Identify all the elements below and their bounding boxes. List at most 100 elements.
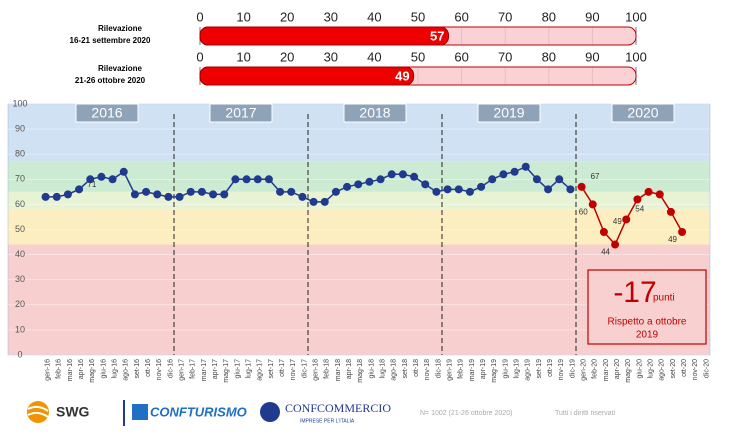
x-tick-label: apr-16 <box>78 359 85 379</box>
gauge-title: Rilevazione <box>98 64 143 73</box>
gauge-fill <box>199 26 450 46</box>
year-label: 2018 <box>359 105 390 121</box>
confcommercio: CONFCOMMERCIO <box>285 401 391 415</box>
point <box>611 240 620 249</box>
gauge-fill <box>199 66 415 86</box>
x-tick-label: ago-17 <box>257 359 264 381</box>
point <box>655 190 664 199</box>
gauge-title: Rilevazione <box>98 24 143 33</box>
point <box>577 182 586 191</box>
data-label: 67 <box>591 172 600 181</box>
x-tick-label: giu-20 <box>636 359 643 379</box>
point <box>465 187 474 196</box>
point <box>555 175 564 184</box>
swg-logo-stripes <box>27 405 49 418</box>
point <box>454 185 463 194</box>
gauge-tick-label: 0 <box>196 49 203 64</box>
x-tick-label: mag-16 <box>89 359 96 383</box>
x-tick-label: lug-18 <box>379 359 386 379</box>
point <box>421 180 430 189</box>
point <box>443 185 452 194</box>
annotation-line1: Rispetto a ottobre <box>608 317 687 328</box>
gauge-tick-label: 80 <box>542 9 556 24</box>
annotation-unit: punti <box>653 293 675 304</box>
x-tick-label: gen-20 <box>580 359 587 381</box>
year-label: 2016 <box>91 105 122 121</box>
gauge-tick-label: 40 <box>367 49 381 64</box>
x-tick-label: dic-19 <box>569 359 576 378</box>
gauge-tick-label: 70 <box>498 9 512 24</box>
confcommercio-logo <box>260 402 280 422</box>
gauge-tick-label: 20 <box>280 9 294 24</box>
point <box>354 180 363 189</box>
x-tick-label: apr-20 <box>614 359 621 379</box>
x-tick-label: feb-16 <box>56 359 63 379</box>
x-tick-label: apr-17 <box>212 359 219 379</box>
point <box>387 170 396 179</box>
y-tick-label: 40 <box>15 249 25 259</box>
x-tick-label: giu-17 <box>234 359 241 379</box>
year-label: 2017 <box>225 105 256 121</box>
point <box>320 197 329 206</box>
point <box>287 187 296 196</box>
x-tick-label: ott-19 <box>547 359 554 377</box>
point <box>343 182 352 191</box>
point <box>622 215 631 224</box>
point <box>220 190 229 199</box>
x-tick-label: ago-19 <box>525 359 532 381</box>
gauge-tick-label: 10 <box>236 9 250 24</box>
footer: SWG CONFTURISMO CONFCOMMERCIO IMPRESE PE… <box>27 400 615 426</box>
x-tick-label: lug-16 <box>111 359 118 379</box>
gauge-tick-label: 30 <box>324 49 338 64</box>
x-tick-label: mar-20 <box>603 359 610 381</box>
gauge-tick-label: 70 <box>498 49 512 64</box>
data-label: 71 <box>87 180 96 189</box>
year-box <box>611 103 675 123</box>
point <box>175 192 184 201</box>
point <box>331 187 340 196</box>
x-tick-label: nov-16 <box>156 359 163 381</box>
point <box>298 192 307 201</box>
y-tick-label: 0 <box>17 349 22 359</box>
point <box>432 187 441 196</box>
gauge-tick-label: 50 <box>411 49 425 64</box>
gauge-period: 16-21 settembre 2020 <box>70 36 151 45</box>
point <box>276 187 285 196</box>
gauge-tick-label: 30 <box>324 9 338 24</box>
swg: SWG <box>56 404 90 420</box>
data-label: 49 <box>668 235 677 244</box>
point <box>253 175 262 184</box>
x-tick-label: ott-18 <box>413 359 420 377</box>
point <box>164 192 173 201</box>
y-tick-label: 10 <box>15 324 25 334</box>
point <box>119 167 128 176</box>
x-tick-label: nov-17 <box>290 359 297 381</box>
point <box>678 228 687 237</box>
point <box>97 172 106 181</box>
annotation-value: -17 <box>613 276 656 309</box>
x-tick-label: mar-16 <box>67 359 74 381</box>
point <box>588 200 597 209</box>
x-tick-label: feb-19 <box>458 359 465 379</box>
x-tick-label: mar-19 <box>469 359 476 381</box>
y-tick-label: 70 <box>15 174 25 184</box>
point <box>599 228 608 237</box>
point <box>231 175 240 184</box>
x-tick-label: giu-16 <box>100 359 107 379</box>
gauge-value: 57 <box>430 28 444 43</box>
x-tick-label: lug-19 <box>513 359 520 379</box>
confturismo: CONFTURISMO <box>150 404 247 419</box>
point <box>544 185 553 194</box>
gauge-value: 49 <box>395 68 409 83</box>
gauge-period: 21-26 ottobre 2020 <box>75 76 146 85</box>
point <box>376 175 385 184</box>
point <box>566 185 575 194</box>
gauge-tick-label: 50 <box>411 9 425 24</box>
x-tick-label: giu-18 <box>368 359 375 379</box>
y-tick-label: 80 <box>15 149 25 159</box>
point <box>209 190 218 199</box>
year-box <box>477 103 541 123</box>
point <box>186 187 195 196</box>
x-tick-label: mag-18 <box>357 359 364 383</box>
